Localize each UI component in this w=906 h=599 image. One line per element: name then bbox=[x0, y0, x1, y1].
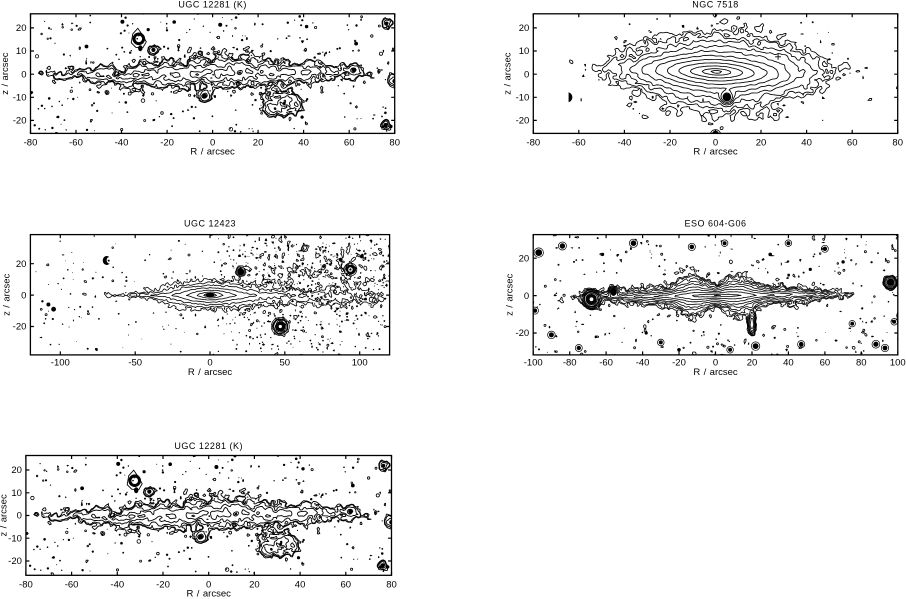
svg-text:10: 10 bbox=[519, 46, 530, 57]
svg-text:-40: -40 bbox=[636, 358, 650, 369]
svg-text:-40: -40 bbox=[115, 137, 129, 148]
svg-text:20: 20 bbox=[519, 253, 530, 264]
svg-text:-20: -20 bbox=[13, 322, 27, 333]
svg-text:-10: -10 bbox=[13, 93, 27, 104]
svg-text:20: 20 bbox=[249, 579, 260, 590]
svg-text:60: 60 bbox=[341, 579, 352, 590]
svg-text:0: 0 bbox=[17, 511, 22, 522]
svg-text:50: 50 bbox=[280, 358, 291, 369]
svg-text:-60: -60 bbox=[599, 358, 613, 369]
svg-text:80: 80 bbox=[386, 579, 397, 590]
svg-text:40: 40 bbox=[295, 579, 306, 590]
svg-text:z / arcsec: z / arcsec bbox=[2, 273, 13, 315]
svg-text:z / arcsec: z / arcsec bbox=[505, 273, 516, 315]
svg-text:0: 0 bbox=[21, 69, 26, 80]
svg-text:10: 10 bbox=[11, 488, 22, 499]
svg-text:0: 0 bbox=[21, 290, 26, 301]
svg-text:0: 0 bbox=[207, 358, 212, 369]
svg-text:20: 20 bbox=[11, 465, 22, 476]
svg-text:-10: -10 bbox=[8, 533, 22, 544]
svg-text:100: 100 bbox=[890, 358, 906, 369]
svg-text:-80: -80 bbox=[563, 358, 577, 369]
svg-text:20: 20 bbox=[253, 137, 264, 148]
svg-text:NGC 7518: NGC 7518 bbox=[692, 0, 739, 9]
svg-text:z / arcsec: z / arcsec bbox=[0, 494, 10, 536]
svg-text:20: 20 bbox=[756, 137, 767, 148]
svg-text:R / arcsec: R / arcsec bbox=[693, 367, 738, 378]
svg-text:ESO 604-G06: ESO 604-G06 bbox=[684, 218, 746, 228]
svg-text:-60: -60 bbox=[572, 137, 586, 148]
svg-text:R / arcsec: R / arcsec bbox=[188, 367, 233, 378]
svg-text:0: 0 bbox=[713, 358, 718, 369]
svg-text:UGC 12423: UGC 12423 bbox=[184, 219, 236, 229]
svg-text:-20: -20 bbox=[516, 116, 530, 127]
svg-text:60: 60 bbox=[820, 358, 831, 369]
svg-text:-20: -20 bbox=[515, 328, 529, 339]
svg-text:UGC 12281 (K): UGC 12281 (K) bbox=[178, 0, 247, 9]
svg-text:0: 0 bbox=[210, 137, 215, 148]
svg-text:20: 20 bbox=[16, 259, 27, 270]
svg-text:40: 40 bbox=[298, 137, 309, 148]
svg-text:0: 0 bbox=[206, 579, 211, 590]
svg-text:-20: -20 bbox=[13, 116, 27, 127]
svg-text:20: 20 bbox=[747, 358, 758, 369]
svg-text:-40: -40 bbox=[618, 137, 632, 148]
svg-text:-80: -80 bbox=[19, 579, 33, 590]
svg-text:-60: -60 bbox=[65, 579, 79, 590]
svg-text:80: 80 bbox=[389, 137, 400, 148]
svg-text:-20: -20 bbox=[663, 137, 677, 148]
svg-text:20: 20 bbox=[519, 23, 530, 34]
svg-text:-100: -100 bbox=[524, 358, 543, 369]
svg-text:80: 80 bbox=[856, 358, 867, 369]
svg-text:-100: -100 bbox=[51, 358, 70, 369]
svg-text:60: 60 bbox=[344, 137, 355, 148]
svg-text:-20: -20 bbox=[160, 137, 174, 148]
svg-text:10: 10 bbox=[16, 46, 27, 57]
svg-text:80: 80 bbox=[892, 137, 903, 148]
svg-text:R / arcsec: R / arcsec bbox=[693, 147, 738, 158]
svg-text:-10: -10 bbox=[516, 93, 530, 104]
svg-text:40: 40 bbox=[783, 358, 794, 369]
svg-text:UGC 12281 (K): UGC 12281 (K) bbox=[174, 441, 243, 451]
svg-text:-20: -20 bbox=[672, 358, 686, 369]
svg-text:0: 0 bbox=[524, 291, 529, 302]
svg-text:R / arcsec: R / arcsec bbox=[187, 589, 232, 599]
svg-text:0: 0 bbox=[524, 69, 529, 80]
svg-text:20: 20 bbox=[16, 23, 27, 34]
svg-text:40: 40 bbox=[801, 137, 812, 148]
svg-text:-20: -20 bbox=[8, 556, 22, 567]
svg-text:100: 100 bbox=[352, 358, 368, 369]
svg-text:z / arcsec: z / arcsec bbox=[503, 52, 514, 94]
svg-text:-60: -60 bbox=[69, 137, 83, 148]
svg-text:z / arcsec: z / arcsec bbox=[0, 52, 11, 94]
svg-text:-40: -40 bbox=[110, 579, 124, 590]
svg-text:0: 0 bbox=[713, 137, 718, 148]
svg-text:60: 60 bbox=[847, 137, 858, 148]
svg-text:-80: -80 bbox=[24, 137, 38, 148]
svg-text:R / arcsec: R / arcsec bbox=[190, 147, 235, 158]
svg-text:-50: -50 bbox=[128, 358, 142, 369]
svg-text:-20: -20 bbox=[156, 579, 170, 590]
svg-text:-80: -80 bbox=[526, 137, 540, 148]
